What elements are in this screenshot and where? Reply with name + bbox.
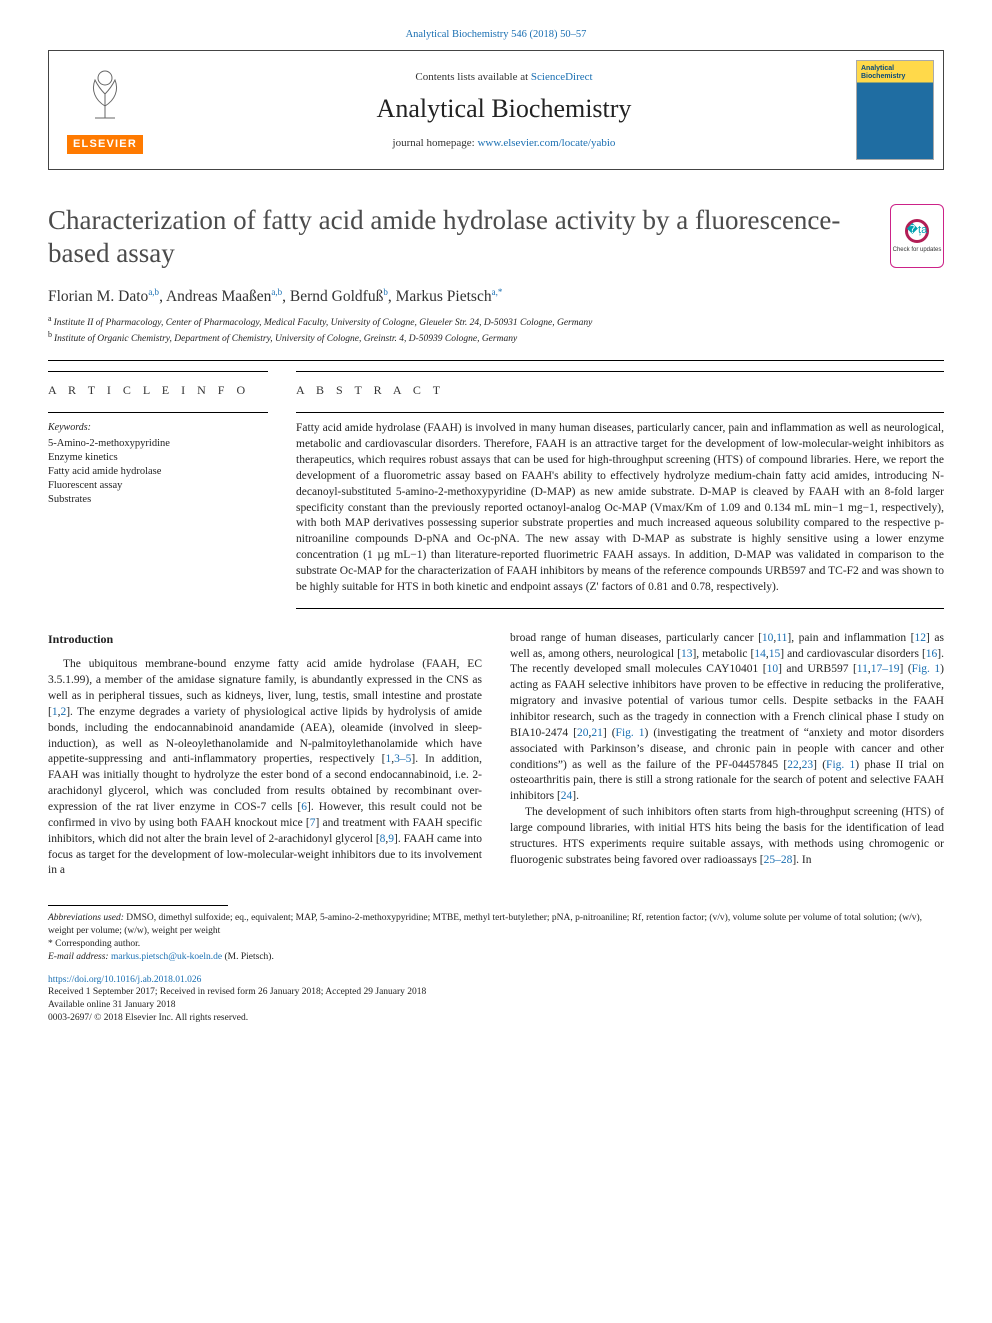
body-paragraph: The ubiquitous membrane-bound enzyme fat… bbox=[48, 657, 482, 879]
divider bbox=[48, 412, 268, 413]
ref-link[interactable]: 3–5 bbox=[394, 753, 411, 765]
header-center: Contents lists available at ScienceDirec… bbox=[161, 51, 847, 169]
abstract-heading: A B S T R A C T bbox=[296, 382, 944, 398]
abbrev-label: Abbreviations used: bbox=[48, 913, 124, 923]
body-left-column: Introduction The ubiquitous membrane-bou… bbox=[48, 631, 482, 880]
online-line: Available online 31 January 2018 bbox=[48, 999, 944, 1012]
contents-line: Contents lists available at ScienceDirec… bbox=[415, 70, 592, 85]
divider bbox=[296, 412, 944, 413]
keywords-label: Keywords: bbox=[48, 421, 268, 435]
body-right-column: broad range of human diseases, particula… bbox=[510, 631, 944, 880]
article-info-column: A R T I C L E I N F O Keywords: 5-Amino-… bbox=[48, 371, 268, 609]
ref-link[interactable]: 15 bbox=[769, 648, 781, 660]
ref-link[interactable]: 16 bbox=[926, 648, 938, 660]
affiliations: aInstitute II of Pharmacology, Center of… bbox=[48, 314, 944, 346]
updates-badge-caption: Check for updates bbox=[893, 247, 942, 254]
keyword: Fluorescent assay bbox=[48, 479, 268, 493]
divider bbox=[296, 608, 944, 609]
abbrev-text: DMSO, dimethyl sulfoxide; eq., equivalen… bbox=[48, 913, 922, 936]
publisher-logo-slot: ELSEVIER bbox=[49, 51, 161, 169]
ref-link[interactable]: Fig. 1 bbox=[616, 727, 645, 739]
ref-link[interactable]: 13 bbox=[681, 648, 693, 660]
ref-link[interactable]: 11 bbox=[776, 632, 787, 644]
ref-link[interactable]: 8 bbox=[380, 833, 386, 845]
homepage-line: journal homepage: www.elsevier.com/locat… bbox=[393, 136, 616, 151]
body-paragraph: broad range of human diseases, particula… bbox=[510, 631, 944, 805]
email-label: E-mail address: bbox=[48, 952, 111, 962]
running-head: Analytical Biochemistry 546 (2018) 50–57 bbox=[48, 28, 944, 42]
homepage-link[interactable]: www.elsevier.com/locate/yabio bbox=[477, 137, 615, 149]
ref-link[interactable]: 2 bbox=[60, 706, 66, 718]
introduction-heading: Introduction bbox=[48, 631, 482, 648]
journal-header-box: ELSEVIER Contents lists available at Sci… bbox=[48, 50, 944, 170]
ref-link[interactable]: Fig. 1 bbox=[826, 759, 855, 771]
elsevier-tree-icon bbox=[77, 66, 133, 129]
ref-link[interactable]: Fig. 1 bbox=[912, 663, 940, 675]
article-title: Characterization of fatty acid amide hyd… bbox=[48, 204, 890, 270]
running-head-link[interactable]: Analytical Biochemistry 546 (2018) 50–57 bbox=[406, 29, 587, 40]
keyword: 5-Amino-2-methoxypyridine bbox=[48, 437, 268, 451]
ref-link[interactable]: 20 bbox=[577, 727, 589, 739]
footer-block: https://doi.org/10.1016/j.ab.2018.01.026… bbox=[48, 974, 944, 1025]
email-link[interactable]: markus.pietsch@uk-koeln.de bbox=[111, 952, 222, 962]
article-info-heading: A R T I C L E I N F O bbox=[48, 382, 268, 398]
keyword: Fatty acid amide hydrolase bbox=[48, 465, 268, 479]
ref-link[interactable]: 7 bbox=[310, 817, 316, 829]
sciencedirect-link[interactable]: ScienceDirect bbox=[531, 71, 593, 83]
publisher-wordmark: ELSEVIER bbox=[67, 135, 143, 154]
check-updates-badge[interactable]: �ța Check for updates bbox=[890, 204, 944, 268]
ref-link[interactable]: 12 bbox=[915, 632, 927, 644]
footnotes: Abbreviations used: DMSO, dimethyl sulfo… bbox=[48, 912, 944, 963]
ref-link[interactable]: 10 bbox=[762, 632, 774, 644]
updates-badge-icon: �ța bbox=[905, 219, 929, 243]
affiliation-a: aInstitute II of Pharmacology, Center of… bbox=[48, 314, 944, 330]
footnote-separator bbox=[48, 905, 228, 906]
contents-prefix: Contents lists available at bbox=[415, 71, 530, 83]
divider bbox=[296, 371, 944, 372]
keywords-list: 5-Amino-2-methoxypyridine Enzyme kinetic… bbox=[48, 437, 268, 508]
abstract-column: A B S T R A C T Fatty acid amide hydrola… bbox=[296, 371, 944, 609]
body-paragraph: The development of such inhibitors often… bbox=[510, 805, 944, 868]
cover-thumbnail: Analytical Biochemistry bbox=[856, 60, 934, 160]
ref-link[interactable]: 22 bbox=[787, 759, 799, 771]
affiliation-b: bInstitute of Organic Chemistry, Departm… bbox=[48, 330, 944, 346]
email-line: E-mail address: markus.pietsch@uk-koeln.… bbox=[48, 951, 944, 964]
keyword: Enzyme kinetics bbox=[48, 451, 268, 465]
received-line: Received 1 September 2017; Received in r… bbox=[48, 986, 944, 999]
corresponding-author: * Corresponding author. bbox=[48, 938, 944, 951]
journal-name: Analytical Biochemistry bbox=[377, 91, 632, 126]
ref-link[interactable]: 6 bbox=[301, 801, 307, 813]
divider bbox=[48, 360, 944, 361]
ref-link[interactable]: 1 bbox=[52, 706, 58, 718]
ref-link[interactable]: 24 bbox=[561, 790, 573, 802]
ref-link[interactable]: 11 bbox=[857, 663, 868, 675]
ref-link[interactable]: 1 bbox=[385, 753, 391, 765]
ref-link[interactable]: 17–19 bbox=[871, 663, 900, 675]
homepage-prefix: journal homepage: bbox=[393, 137, 478, 149]
ref-link[interactable]: 25–28 bbox=[764, 854, 793, 866]
divider bbox=[48, 371, 268, 372]
authors-line: Florian M. Datoa,b, Andreas Maaßena,b, B… bbox=[48, 286, 944, 308]
doi-link[interactable]: https://doi.org/10.1016/j.ab.2018.01.026 bbox=[48, 975, 201, 985]
ref-link[interactable]: 21 bbox=[591, 727, 603, 739]
ref-link[interactable]: 9 bbox=[388, 833, 394, 845]
abbreviations-line: Abbreviations used: DMSO, dimethyl sulfo… bbox=[48, 912, 944, 938]
cover-thumb-title: Analytical Biochemistry bbox=[861, 65, 929, 80]
cover-slot: Analytical Biochemistry bbox=[847, 51, 943, 169]
ref-link[interactable]: 23 bbox=[802, 759, 814, 771]
ref-link[interactable]: 14 bbox=[754, 648, 766, 660]
email-who: (M. Pietsch). bbox=[222, 952, 274, 962]
keyword: Substrates bbox=[48, 493, 268, 507]
abstract-text: Fatty acid amide hydrolase (FAAH) is inv… bbox=[296, 421, 944, 595]
copyright-line: 0003-2697/ © 2018 Elsevier Inc. All righ… bbox=[48, 1012, 944, 1025]
ref-link[interactable]: 10 bbox=[767, 663, 779, 675]
